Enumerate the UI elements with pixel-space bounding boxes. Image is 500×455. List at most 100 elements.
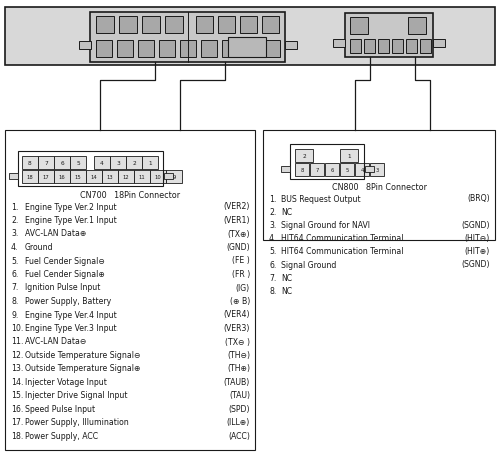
Bar (166, 171, 182, 184)
Text: (⊕ B): (⊕ B) (230, 296, 250, 305)
Text: Signal Ground for NAVI: Signal Ground for NAVI (281, 220, 370, 229)
Text: 5: 5 (76, 161, 80, 166)
Text: NC: NC (281, 273, 292, 282)
Text: 18.: 18. (11, 431, 24, 440)
Text: 8.: 8. (11, 296, 18, 305)
Text: (FR ): (FR ) (232, 269, 250, 278)
Text: 4: 4 (360, 167, 364, 172)
Text: 5.: 5. (11, 256, 18, 265)
Text: (FE ): (FE ) (232, 256, 250, 265)
Text: HIT64 Communication Terminal: HIT64 Communication Terminal (281, 247, 404, 256)
Text: 11.: 11. (11, 337, 24, 346)
Text: 10.: 10. (11, 324, 24, 332)
Text: Injecter Votage Input: Injecter Votage Input (25, 377, 107, 386)
Text: Ground: Ground (25, 243, 54, 252)
Text: Injecter Drive Signal Input: Injecter Drive Signal Input (25, 391, 128, 399)
Text: 11: 11 (138, 175, 145, 180)
Text: 3: 3 (116, 161, 120, 166)
Text: 16: 16 (58, 175, 66, 180)
Text: (HIT⊖): (HIT⊖) (465, 233, 490, 243)
Text: 2: 2 (302, 154, 306, 159)
Bar (94, 157, 110, 170)
Bar (201, 41, 217, 58)
Text: 13.: 13. (11, 364, 24, 373)
Text: (TX⊖ ): (TX⊖ ) (225, 337, 250, 346)
Text: Power Supply, ACC: Power Supply, ACC (25, 431, 98, 440)
Bar (180, 41, 196, 58)
Bar (117, 41, 133, 58)
Text: 18: 18 (26, 175, 34, 180)
Text: 9.: 9. (11, 310, 18, 319)
Text: 6.: 6. (11, 269, 18, 278)
Bar (262, 17, 279, 34)
Text: 7.: 7. (269, 273, 276, 282)
Text: 2.: 2. (269, 207, 276, 216)
Text: Fuel Cender Signal⊖: Fuel Cender Signal⊖ (25, 256, 105, 265)
Text: NC: NC (281, 286, 292, 295)
Text: (TAU): (TAU) (229, 391, 250, 399)
Text: Power Supply, Illumination: Power Supply, Illumination (25, 418, 129, 427)
Bar (340, 150, 358, 162)
Bar (38, 157, 54, 170)
Bar (150, 171, 166, 184)
Text: 14: 14 (90, 175, 98, 180)
Bar (408, 18, 426, 35)
Text: Ignition Pulse Input: Ignition Pulse Input (25, 283, 101, 292)
Text: (VER1): (VER1) (224, 216, 250, 224)
Text: 17.: 17. (11, 418, 24, 427)
Text: AVC-LAN Data⊕: AVC-LAN Data⊕ (25, 229, 86, 238)
Text: (VER4): (VER4) (224, 310, 250, 319)
Text: (ACC): (ACC) (228, 431, 250, 440)
Bar (9, 174, 18, 180)
Bar (110, 157, 126, 170)
Text: CN800   8Pin Connector: CN800 8Pin Connector (332, 183, 426, 192)
Bar (406, 40, 417, 54)
Bar (164, 174, 173, 180)
Text: 15: 15 (74, 175, 82, 180)
Bar (134, 171, 150, 184)
Text: (HIT⊕): (HIT⊕) (465, 247, 490, 256)
Text: 1: 1 (347, 154, 351, 159)
Text: (GND): (GND) (226, 243, 250, 252)
Text: 12: 12 (122, 175, 130, 180)
Bar (243, 41, 259, 58)
Text: (ILL⊕): (ILL⊕) (227, 418, 250, 427)
Bar (240, 17, 257, 34)
Bar (350, 40, 361, 54)
Text: Engine Type Ver.1 Input: Engine Type Ver.1 Input (25, 216, 117, 224)
Bar (142, 17, 160, 34)
Bar (365, 167, 374, 172)
Bar (295, 164, 309, 177)
Text: 1.: 1. (269, 194, 276, 203)
Text: NC: NC (281, 207, 292, 216)
Bar (70, 171, 86, 184)
Bar (118, 171, 134, 184)
Text: (SGND): (SGND) (462, 220, 490, 229)
Text: Outside Temperature Signal⊖: Outside Temperature Signal⊖ (25, 350, 140, 359)
Bar (138, 41, 154, 58)
Text: Signal Ground: Signal Ground (281, 260, 336, 269)
Bar (222, 41, 238, 58)
Text: CN700   18Pin Connector: CN700 18Pin Connector (80, 190, 180, 199)
Bar (295, 150, 313, 162)
Bar (281, 167, 290, 172)
Bar (378, 40, 389, 54)
Bar (196, 17, 213, 34)
Text: (SPD): (SPD) (228, 404, 250, 413)
Bar (228, 38, 266, 58)
Bar (370, 164, 384, 177)
Text: Engine Type Ver.3 Input: Engine Type Ver.3 Input (25, 324, 116, 332)
Text: Outside Temperature Signal⊕: Outside Temperature Signal⊕ (25, 364, 140, 373)
Bar (165, 17, 183, 34)
Text: 3.: 3. (11, 229, 18, 238)
Bar (159, 41, 175, 58)
Text: 15.: 15. (11, 391, 24, 399)
Bar (79, 42, 91, 50)
Bar (350, 18, 368, 35)
Bar (18, 152, 163, 187)
Text: Speed Pulse Input: Speed Pulse Input (25, 404, 95, 413)
Bar (263, 131, 495, 241)
Bar (333, 40, 345, 48)
Bar (325, 164, 339, 177)
Text: 7: 7 (316, 167, 318, 172)
